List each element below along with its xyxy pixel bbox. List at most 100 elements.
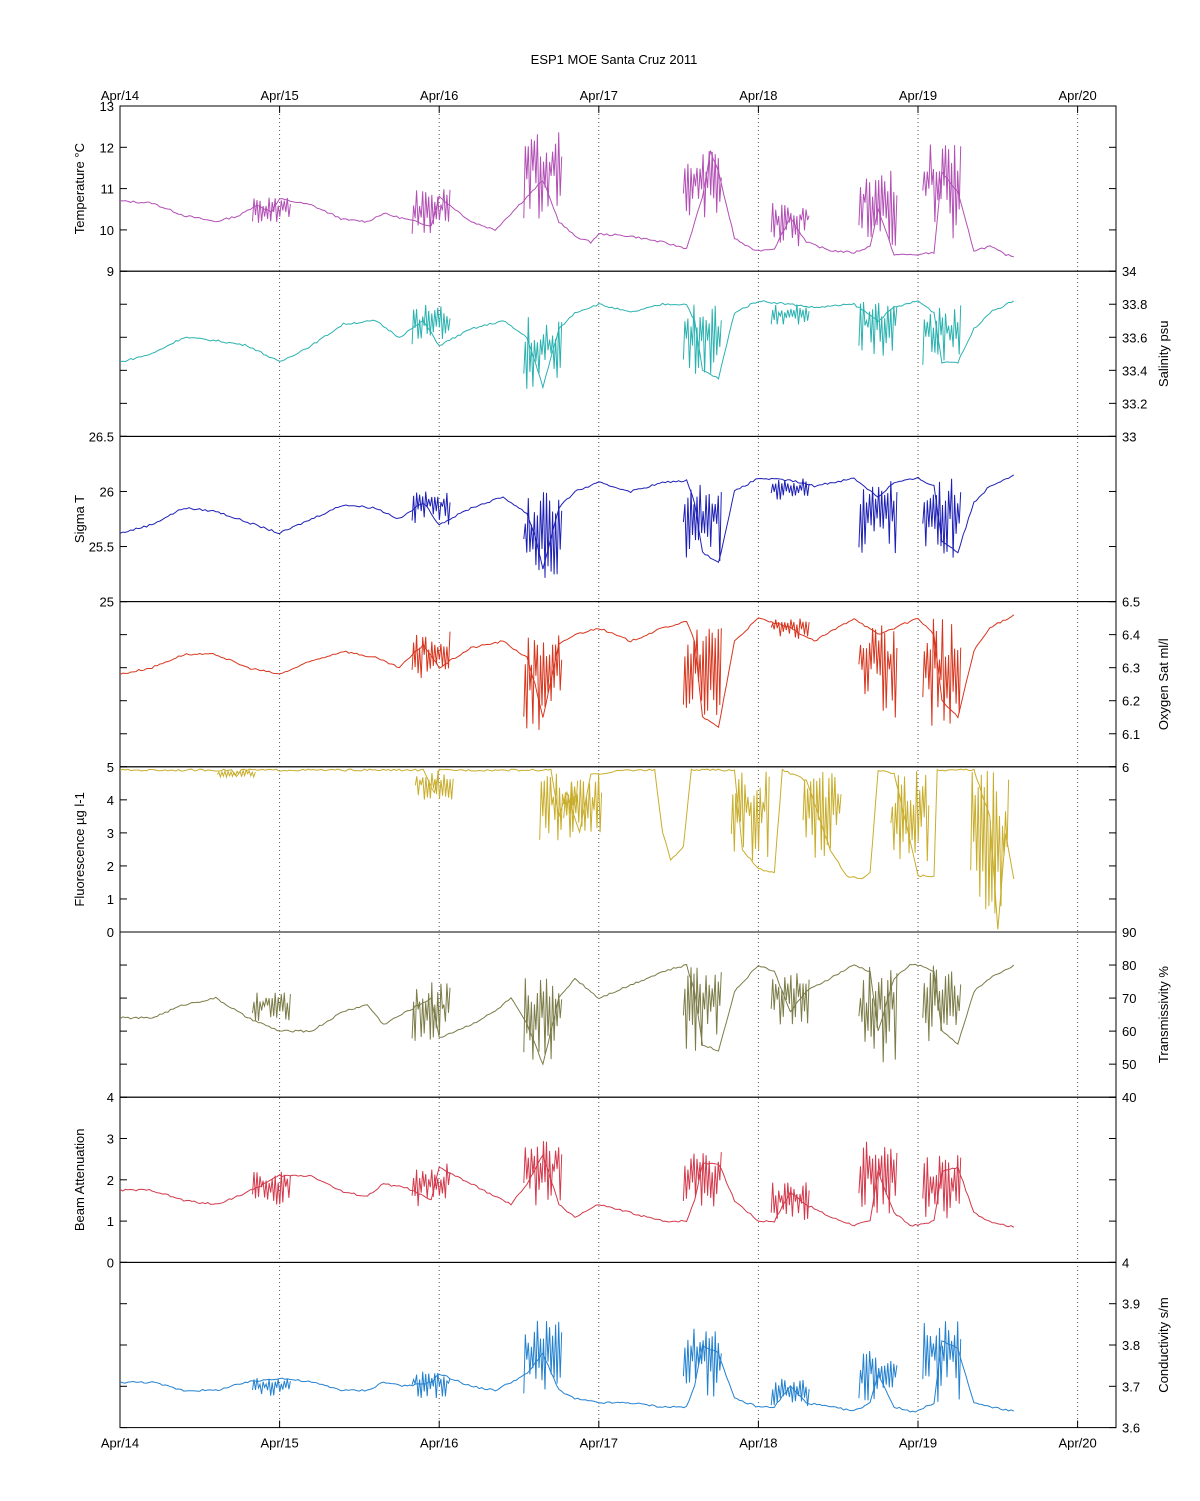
y-tick-label: 50 (1122, 1057, 1136, 1072)
series-spike (523, 492, 563, 578)
y-tick-label: 6.5 (1122, 595, 1140, 610)
x-axis: Apr/14 Apr/14 Apr/15 Apr/15 Apr/16 Apr/16 Apr/… (101, 88, 1097, 1451)
series-spike (770, 618, 810, 639)
series-spike (890, 771, 930, 862)
y-tick-label: 4 (107, 1090, 114, 1105)
y-tick-label: 40 (1122, 1090, 1136, 1105)
series-spike (682, 967, 722, 1051)
y-tick-label: 70 (1122, 991, 1136, 1006)
series-line (120, 1153, 1015, 1228)
y-tick-label: 9 (107, 264, 114, 279)
x-tick-label-bottom: Apr/16 (420, 1436, 458, 1451)
y-tick-label: 6 (1122, 760, 1129, 775)
y-tick-label: 0 (107, 1255, 114, 1270)
y-tick-label: 13 (100, 99, 114, 114)
series-spike (802, 771, 842, 858)
panel-7: 4 3 2 1 0 Beam Attenuation (72, 1090, 1117, 1270)
panel-8: 4 3.9 3.8 3.7 3.6 Conductivity s/m (119, 1255, 1171, 1436)
x-tick-label-top: Apr/15 (260, 88, 298, 103)
y-axis-label: Transmissivity % (1156, 966, 1171, 1063)
y-axis-label: Sigma T (72, 495, 87, 543)
x-tick-label-top: Apr/14 (101, 88, 139, 103)
x-tick-label-bottom: Apr/15 (260, 1436, 298, 1451)
y-tick-label: 1 (107, 892, 114, 907)
series-spike (858, 1350, 898, 1401)
y-tick-label: 10 (100, 223, 114, 238)
y-tick-label: 60 (1122, 1024, 1136, 1039)
y-tick-label: 5 (107, 760, 114, 775)
series-spike (252, 1378, 291, 1396)
y-axis-label: Fluorescence µg l-1 (72, 792, 87, 906)
panel-4: 6.5 6.4 6.3 6.2 6.1 6 Oxygen Sat ml/l (119, 595, 1171, 775)
panel-frame (119, 601, 1117, 768)
series-spike (730, 771, 770, 861)
y-axis-label: Beam Attenuation (72, 1128, 87, 1231)
y-tick-label: 3.8 (1122, 1338, 1140, 1353)
series-spike (770, 202, 810, 247)
y-tick-label: 3 (107, 1132, 114, 1147)
y-tick-label: 4 (107, 793, 114, 808)
y-tick-label: 3.7 (1122, 1379, 1140, 1394)
series-spike (858, 170, 898, 246)
y-tick-label: 25.5 (89, 540, 114, 555)
x-tick-label-top: Apr/19 (899, 88, 937, 103)
y-tick-label: 6.4 (1122, 628, 1140, 643)
panel-frame (119, 270, 1117, 437)
x-tick-label-bottom: Apr/20 (1058, 1436, 1096, 1451)
y-tick-label: 33.4 (1122, 363, 1147, 378)
y-tick-label: 4 (1122, 1255, 1129, 1270)
y-tick-label: 2 (107, 1173, 114, 1188)
series-spike (682, 304, 722, 374)
series-spike (411, 982, 451, 1041)
panel-frame (119, 105, 1117, 272)
y-tick-label: 3.6 (1122, 1421, 1140, 1436)
series-spike (252, 197, 291, 223)
y-tick-label: 33 (1122, 429, 1136, 444)
y-tick-label: 33.2 (1122, 396, 1147, 411)
y-tick-label: 26.5 (89, 429, 114, 444)
series-spike (682, 628, 722, 716)
x-tick-label-bottom: Apr/19 (899, 1436, 937, 1451)
series-spike (523, 317, 563, 389)
series-spike (523, 635, 563, 730)
y-tick-label: 6.1 (1122, 727, 1140, 742)
series-spike (770, 1182, 810, 1220)
y-tick-label: 6.3 (1122, 661, 1140, 676)
series-spike (858, 301, 898, 356)
series-spike (770, 478, 810, 500)
panel-5: 5 4 3 2 1 0 Fluorescence µg l-1 (72, 760, 1117, 940)
chart-title: ESP1 MOE Santa Cruz 2011 (531, 52, 698, 67)
series-spike (970, 770, 1010, 914)
y-tick-label: 34 (1122, 264, 1136, 279)
series-spike (922, 478, 962, 558)
y-tick-label: 2 (107, 859, 114, 874)
y-tick-label: 33.6 (1122, 330, 1147, 345)
x-tick-label-bottom: Apr/18 (739, 1436, 777, 1451)
series-spike (216, 768, 256, 780)
y-tick-label: 80 (1122, 958, 1136, 973)
series-spike (682, 1328, 722, 1397)
panel-frame (119, 435, 1117, 603)
y-tick-label: 12 (100, 140, 114, 155)
series-spike (523, 132, 563, 219)
series-spike (922, 1155, 962, 1219)
series-spike (414, 770, 454, 800)
panel-6: 90 80 70 60 50 40 Transmissivity % (119, 925, 1171, 1105)
series-line (120, 300, 1015, 390)
y-tick-label: 3.9 (1122, 1297, 1140, 1312)
series-spike (523, 978, 563, 1060)
y-tick-label: 0 (107, 925, 114, 940)
y-tick-label: 33.8 (1122, 297, 1147, 312)
y-tick-label: 25 (100, 595, 114, 610)
series-spike (682, 151, 722, 218)
series-spike (922, 618, 962, 726)
series-spike (682, 484, 722, 562)
series-spike (411, 304, 451, 345)
panel-1: 13 12 11 10 9 Temperature °C (72, 99, 1117, 279)
series-spike (770, 304, 810, 325)
series-spike (411, 1163, 451, 1207)
series-spike (770, 973, 810, 1025)
x-tick-label-top: Apr/20 (1058, 88, 1096, 103)
